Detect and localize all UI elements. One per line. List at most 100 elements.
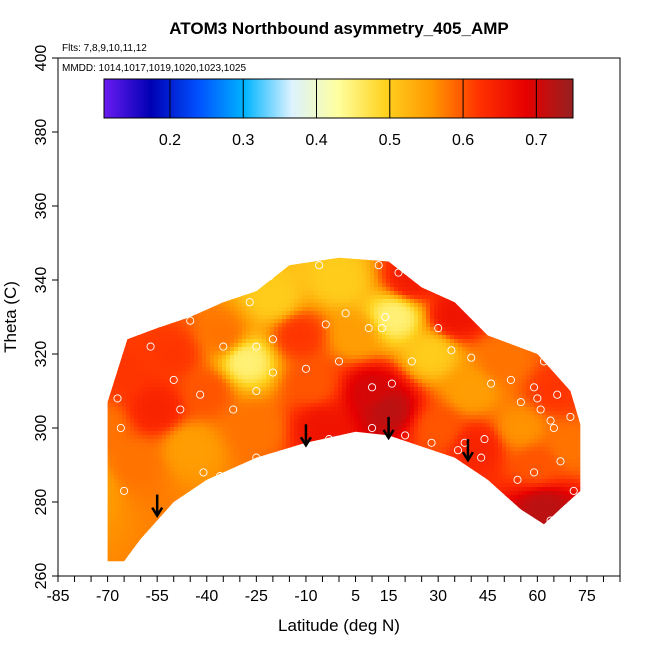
heatmap-cell (178, 355, 183, 360)
heatmap-cell (178, 315, 183, 320)
heatmap-cell (107, 327, 111, 332)
heatmap-cell (258, 499, 263, 504)
heatmap-cell (90, 567, 95, 572)
heatmap-cell (274, 295, 279, 300)
heatmap-cell (294, 367, 299, 372)
heatmap-cell (186, 459, 191, 464)
heatmap-cell (290, 403, 295, 408)
heatmap-cell (262, 411, 267, 416)
heatmap-cell (178, 491, 183, 496)
heatmap-cell (210, 299, 215, 304)
heatmap-cell (86, 387, 91, 392)
heatmap-cell (294, 479, 299, 484)
heatmap-cell (114, 395, 119, 400)
heatmap-cell (130, 291, 135, 296)
heatmap-cell (62, 383, 67, 388)
heatmap-cell (174, 507, 179, 512)
heatmap-cell (94, 551, 99, 556)
heatmap-cell (202, 483, 207, 488)
heatmap-cell (214, 303, 219, 308)
heatmap-cell (114, 375, 119, 380)
heatmap-cell (142, 271, 147, 276)
heatmap-cell (78, 383, 83, 388)
heatmap-cell (202, 451, 207, 456)
heatmap-cell (258, 351, 263, 356)
heatmap-cell (258, 447, 263, 452)
heatmap-cell (222, 439, 227, 444)
heatmap-cell (130, 271, 135, 276)
heatmap-cells (58, 257, 581, 572)
heatmap-cell (98, 323, 103, 328)
heatmap-cell (186, 291, 191, 296)
heatmap-cell (158, 339, 163, 344)
heatmap-cell (202, 411, 207, 416)
heatmap-cell (266, 547, 271, 552)
heatmap-cell (130, 415, 135, 420)
heatmap-cell (226, 403, 231, 408)
heatmap-cell (222, 267, 227, 272)
heatmap-cell (82, 451, 87, 456)
heatmap-cell (286, 503, 291, 508)
heatmap-cell (266, 423, 271, 428)
heatmap-cell (102, 451, 107, 456)
heatmap-cell (174, 257, 179, 260)
heatmap-cell (102, 495, 107, 500)
heatmap-cell (294, 359, 299, 364)
heatmap-cell (290, 415, 295, 420)
heatmap-cell (142, 295, 147, 300)
heatmap-cell (206, 327, 211, 332)
heatmap-cell (270, 391, 275, 396)
heatmap-cell (242, 303, 247, 308)
heatmap-cell (154, 547, 159, 552)
heatmap-cell (150, 475, 155, 480)
heatmap-cell (150, 487, 155, 492)
heatmap-cell (154, 257, 159, 260)
heatmap-cell (242, 407, 247, 412)
heatmap-cell (202, 383, 207, 388)
heatmap-cell (134, 535, 139, 540)
heatmap-cell (122, 423, 127, 428)
heatmap-cell (266, 387, 271, 392)
heatmap-cell (74, 543, 79, 548)
heatmap-cell (182, 415, 187, 420)
heatmap-cell (198, 451, 203, 456)
heatmap-cell (182, 443, 187, 448)
heatmap-cell (210, 451, 215, 456)
heatmap-cell (107, 263, 111, 268)
heatmap-cell (142, 375, 147, 380)
heatmap-cell (250, 431, 255, 436)
heatmap-cell (294, 427, 299, 432)
heatmap-cell (206, 555, 211, 560)
heatmap-cell (302, 415, 307, 420)
heatmap-cell (58, 327, 63, 332)
heatmap-cell (66, 511, 71, 516)
heatmap-cell (210, 471, 215, 476)
heatmap-cell (254, 511, 259, 516)
heatmap-cell (258, 375, 263, 380)
heatmap-cell (302, 427, 307, 432)
heatmap-cell (246, 351, 251, 356)
heatmap-cell (98, 491, 103, 496)
heatmap-cell (110, 307, 115, 312)
heatmap-cell (298, 399, 303, 404)
heatmap-cell (282, 363, 287, 368)
heatmap-cell (162, 423, 167, 428)
heatmap-cell (150, 483, 155, 488)
heatmap-cell (246, 363, 251, 368)
heatmap-cell (130, 303, 135, 308)
heatmap-cell (278, 551, 283, 556)
heatmap-cell (266, 335, 271, 340)
heatmap-cell (114, 511, 119, 516)
heatmap-cell (182, 523, 187, 528)
heatmap-cell (246, 355, 251, 360)
heatmap-cell (107, 403, 111, 408)
heatmap-cell (126, 395, 131, 400)
heatmap-cell (230, 295, 235, 300)
heatmap-cell (254, 527, 259, 532)
heatmap-cell (226, 331, 231, 336)
heatmap-cell (74, 439, 79, 444)
heatmap-cell (134, 267, 139, 272)
heatmap-cell (182, 495, 187, 500)
heatmap-cell (62, 547, 67, 552)
heatmap-cell (206, 475, 211, 480)
